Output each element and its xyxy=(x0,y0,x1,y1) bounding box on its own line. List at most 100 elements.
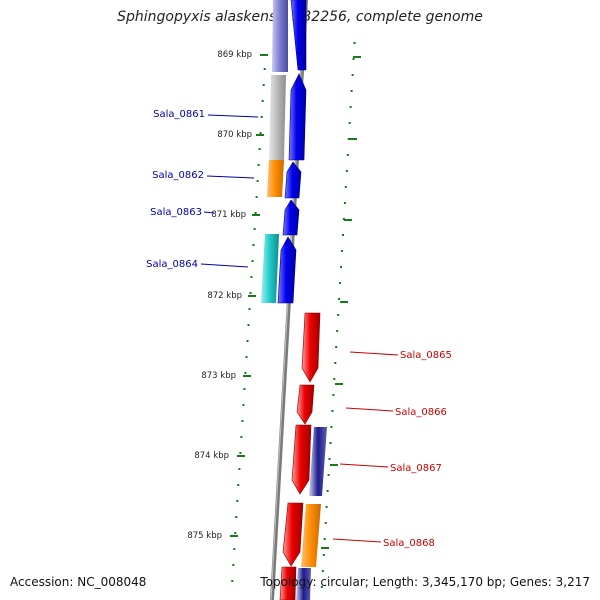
cds-reverse-4[interactable] xyxy=(279,566,297,600)
scale-tick-dot xyxy=(326,490,329,492)
svg-text:875 kbp: 875 kbp xyxy=(187,531,222,541)
scale-tick-dot xyxy=(251,260,254,262)
scale-tick-dot xyxy=(258,148,261,150)
scale-tick-dot xyxy=(342,234,344,236)
cds-forward-0[interactable] xyxy=(290,0,307,71)
gene-label-sala-0861[interactable]: Sala_0861 xyxy=(153,109,259,120)
reverse-cds-track xyxy=(279,312,321,600)
svg-text:Sala_0866: Sala_0866 xyxy=(395,407,447,418)
scale-tick-dot xyxy=(329,442,332,444)
feature-track-right xyxy=(296,427,327,600)
scale-tick-dot xyxy=(344,186,347,188)
scale-label-869: 869 kbp xyxy=(217,50,268,60)
feature-cyan[interactable] xyxy=(261,234,279,303)
scale-tick-dot xyxy=(339,282,342,284)
scale-tick-dot xyxy=(333,378,336,380)
svg-text:Sala_0864: Sala_0864 xyxy=(146,259,198,270)
feature-orange-right[interactable] xyxy=(301,504,321,567)
cds-reverse-1[interactable] xyxy=(296,384,315,425)
feature-orange[interactable] xyxy=(267,160,284,197)
svg-text:869 kbp: 869 kbp xyxy=(217,50,252,60)
scale-label-874: 874 kbp xyxy=(194,451,245,461)
gene-label-sala-0868[interactable]: Sala_0868 xyxy=(332,538,435,549)
scale-tick-dot xyxy=(349,106,352,108)
scale-tick-dot xyxy=(259,132,262,134)
scale-tick-dot xyxy=(320,586,323,588)
scale-tick-dot xyxy=(327,474,330,476)
feature-navy[interactable] xyxy=(309,427,327,496)
scale-tick-dot xyxy=(263,68,266,70)
scale-tick-dot xyxy=(240,436,243,438)
scale-tick-dot xyxy=(347,138,350,140)
scale-tick-dot xyxy=(345,170,348,172)
gene-label-sala-0864[interactable]: Sala_0864 xyxy=(146,259,249,270)
scale-tick-dot xyxy=(348,122,351,124)
svg-text:871 kbp: 871 kbp xyxy=(211,210,246,220)
feature-navy-bottom[interactable] xyxy=(296,568,311,600)
scale-tick-dot xyxy=(246,340,249,342)
scale-tick-dot xyxy=(254,212,257,214)
svg-text:872 kbp: 872 kbp xyxy=(207,291,242,301)
cds-reverse-0[interactable] xyxy=(301,312,321,383)
scale-tick-dot xyxy=(324,522,327,524)
scale-tick-dot xyxy=(342,218,345,220)
gene-label-sala-0863[interactable]: Sala_0863 xyxy=(150,207,215,218)
gene-label-sala-0867[interactable]: Sala_0867 xyxy=(339,463,442,474)
scale-tick-dot xyxy=(352,58,355,60)
scale-tick-dot xyxy=(233,548,236,550)
scale-tick-dot xyxy=(238,468,241,470)
gene-label-sala-0865[interactable]: Sala_0865 xyxy=(349,350,452,361)
scale-tick-dot xyxy=(239,452,242,454)
svg-text:Sala_0861: Sala_0861 xyxy=(153,109,205,120)
feature-track-left xyxy=(261,0,288,303)
cds-forward-1[interactable] xyxy=(288,73,307,161)
scale-tick-dot xyxy=(244,372,247,374)
scale-tick-dot xyxy=(323,538,326,540)
scale-ticks-left xyxy=(231,68,266,582)
scale-ticks-right xyxy=(320,42,356,588)
cds-reverse-3[interactable] xyxy=(282,502,304,567)
scale-tick-dot xyxy=(350,90,353,92)
scale-tick-dot xyxy=(247,324,250,326)
scale-tick-dot xyxy=(249,292,252,294)
cds-forward-2[interactable] xyxy=(284,161,302,199)
gene-label-sala-0866[interactable]: Sala_0866 xyxy=(345,407,447,418)
gene-label-sala-0862[interactable]: Sala_0862 xyxy=(152,170,255,181)
scale-tick-dot xyxy=(257,164,260,166)
scale-tick-dot xyxy=(322,554,325,556)
svg-text:Sala_0868: Sala_0868 xyxy=(383,538,435,549)
scale-tick-dot xyxy=(261,100,264,102)
scale-tick-dot xyxy=(332,394,335,396)
scale-tick-dot xyxy=(338,298,341,300)
scale-tick-dot xyxy=(256,180,259,182)
scale-tick-dot xyxy=(351,74,354,76)
scale-tick-dot xyxy=(335,346,338,348)
scale-tick-dot xyxy=(331,410,334,412)
scale-tick-dot xyxy=(325,506,328,508)
svg-text:874 kbp: 874 kbp xyxy=(194,451,229,461)
scale-tick-dot xyxy=(340,266,342,268)
scale-tick-dot xyxy=(241,420,244,422)
svg-text:870 kbp: 870 kbp xyxy=(217,130,252,140)
scale-tick-dot xyxy=(253,228,256,230)
cds-forward-3[interactable] xyxy=(282,199,300,236)
svg-text:Sala_0862: Sala_0862 xyxy=(152,170,204,181)
scale-label-873: 873 kbp xyxy=(201,371,251,381)
scale-tick-dot xyxy=(237,484,240,486)
scale-tick-dot xyxy=(232,564,235,566)
scale-label-870: 870 kbp xyxy=(217,130,264,140)
scale-tick-dot xyxy=(321,570,324,572)
scale-label-875: 875 kbp xyxy=(187,531,238,541)
scale-tick-dot xyxy=(353,42,356,44)
scale-tick-dot xyxy=(245,356,248,358)
scale-tick-dot xyxy=(334,362,337,364)
cds-forward-4[interactable] xyxy=(277,236,297,304)
scale-tick-dot xyxy=(337,314,340,316)
scale-tick-dot xyxy=(252,244,255,246)
scale-tick-dot xyxy=(235,516,238,518)
svg-text:873 kbp: 873 kbp xyxy=(201,371,236,381)
feature-gray[interactable] xyxy=(269,75,286,160)
cds-reverse-2[interactable] xyxy=(291,424,312,495)
feature-lavender[interactable] xyxy=(272,0,288,72)
